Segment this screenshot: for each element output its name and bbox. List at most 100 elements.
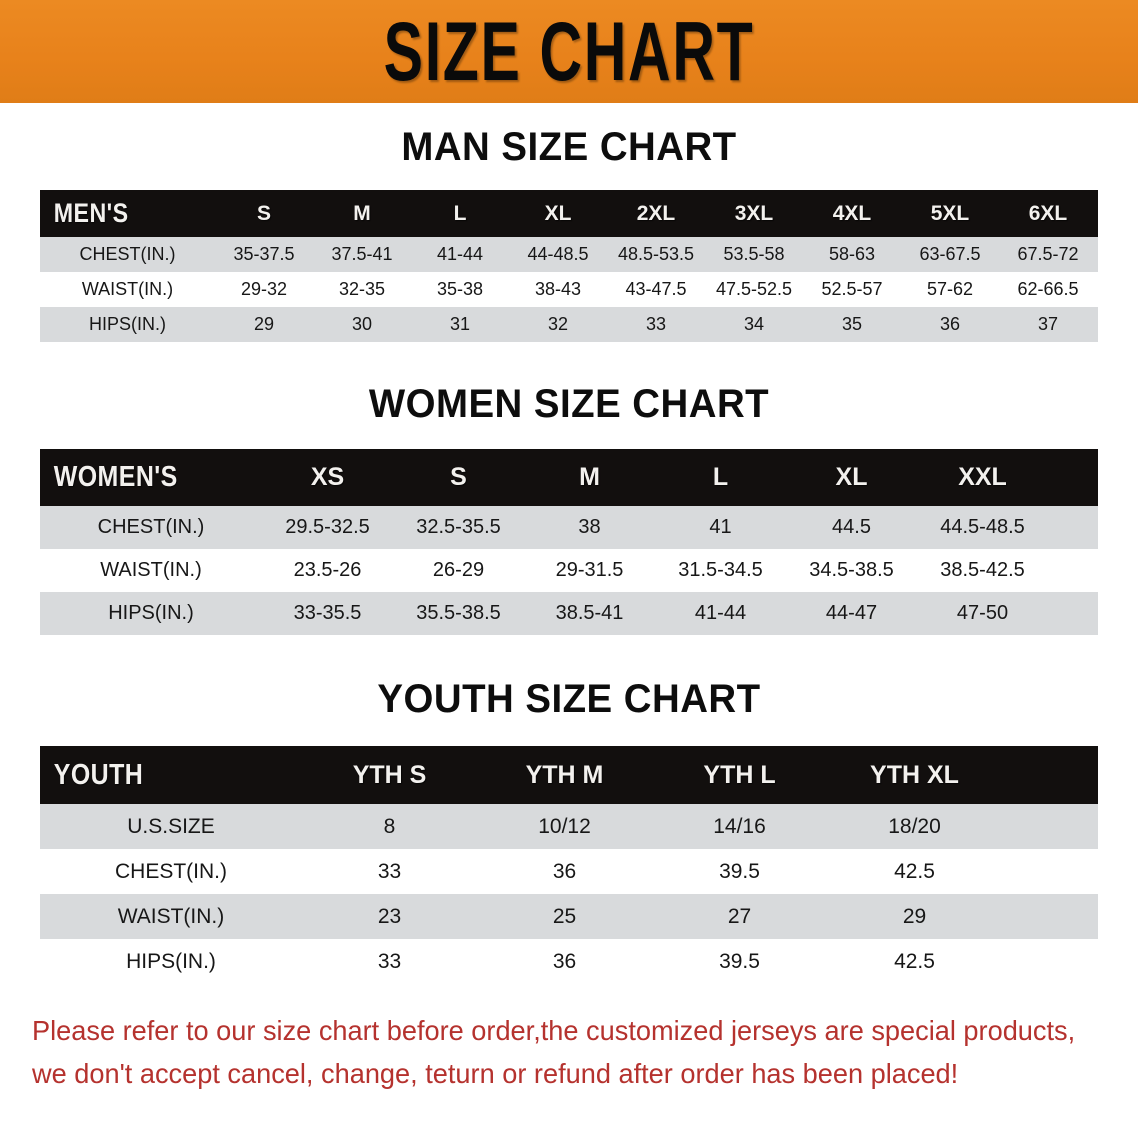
youth-row-label: U.S.SIZE: [127, 814, 215, 838]
women-header-spacer: [1048, 449, 1098, 506]
measurement-cell: 31.5-34.5: [678, 559, 763, 581]
table-row: WAIST(IN.) 23.5-26 26-29 29-31.5 31.5-34.5 34…: [40, 549, 1098, 592]
man-column-header: 5XL: [930, 201, 970, 225]
women-size-chart-section: WOMEN SIZE CHART WOMEN'S XS S M L XL XXL CHEST…: [0, 382, 1138, 635]
man-size-chart-section: MAN SIZE CHART MEN'S S M L XL 2XL 3XL 4XL 5XL 6XL…: [0, 125, 1138, 342]
measurement-cell: 57-62: [926, 279, 974, 299]
measurement-cell: 42.5: [894, 949, 935, 973]
row-spacer: [1002, 894, 1098, 939]
table-row: CHEST(IN.) 29.5-32.5 32.5-35.5 38 41 44.5 44.5…: [40, 506, 1098, 549]
man-column-header: 3XL: [734, 201, 774, 225]
measurement-cell: 41-44: [694, 602, 747, 624]
measurement-cell: 14/16: [713, 814, 766, 838]
table-row: CHEST(IN.) 33 36 39.5 42.5: [40, 849, 1098, 894]
measurement-cell: 33: [377, 859, 402, 883]
page-banner: SIZE CHART: [0, 0, 1138, 103]
measurement-cell: 43-47.5: [625, 279, 687, 299]
measurement-cell: 36: [939, 314, 961, 334]
measurement-cell: 44-47: [825, 602, 878, 624]
measurement-cell: 26-29: [432, 559, 485, 581]
youth-column-header: YTH S: [352, 760, 427, 789]
women-column-header: M: [579, 463, 600, 491]
measurement-cell: 48.5-53.5: [617, 244, 695, 264]
row-spacer: [1002, 849, 1098, 894]
man-table-wrapper: MEN'S S M L XL 2XL 3XL 4XL 5XL 6XL CHEST(IN.) 35-3…: [40, 190, 1098, 342]
women-table-wrapper: WOMEN'S XS S M L XL XXL CHEST(IN.) 29.5-32.5 32.…: [40, 449, 1098, 635]
measurement-cell: 34.5-38.5: [809, 559, 894, 581]
measurement-cell: 35-37.5: [233, 244, 295, 264]
youth-column-header: YTH L: [703, 760, 776, 789]
table-row: HIPS(IN.) 33 36 39.5 42.5: [40, 939, 1098, 984]
man-row-label: HIPS(IN.): [88, 314, 166, 334]
youth-table-head: YOUTH YTH S YTH M YTH L YTH XL: [40, 746, 1098, 804]
measurement-cell: 37.5-41: [331, 244, 393, 264]
row-spacer: [1048, 592, 1098, 635]
measurement-cell: 25: [552, 904, 577, 928]
measurement-cell: 41: [709, 516, 732, 538]
measurement-cell: 41-44: [436, 244, 484, 264]
measurement-cell: 44.5-48.5: [940, 516, 1025, 538]
row-spacer: [1097, 272, 1098, 307]
man-column-header: M: [353, 201, 371, 225]
measurement-cell: 44.5: [832, 516, 871, 538]
measurement-cell: 38.5-41: [555, 602, 624, 624]
measurement-cell: 34: [743, 314, 765, 334]
man-column-header: 4XL: [832, 201, 872, 225]
youth-size-chart-section: YOUTH SIZE CHART YOUTH YTH S YTH M YTH L YTH…: [0, 677, 1138, 984]
women-column-header: XXL: [958, 463, 1007, 491]
women-corner-label: WOMEN'S: [53, 461, 178, 493]
measurement-cell: 47-50: [956, 602, 1009, 624]
measurement-cell: 63-67.5: [919, 244, 981, 264]
measurement-cell: 35: [841, 314, 863, 334]
man-corner-label: MEN'S: [53, 198, 129, 228]
youth-row-label: HIPS(IN.): [126, 949, 216, 973]
measurement-cell: 33: [377, 949, 402, 973]
women-column-header: S: [450, 463, 467, 491]
measurement-cell: 30: [351, 314, 373, 334]
measurement-cell: 38: [578, 516, 601, 538]
man-table-head: MEN'S S M L XL 2XL 3XL 4XL 5XL 6XL: [40, 190, 1098, 237]
measurement-cell: 33: [645, 314, 667, 334]
man-column-header: 2XL: [636, 201, 676, 225]
youth-size-table: YOUTH YTH S YTH M YTH L YTH XL U.S.SIZE 8 10/1…: [40, 746, 1098, 984]
measurement-cell: 27: [727, 904, 752, 928]
measurement-cell: 29.5-32.5: [285, 516, 370, 538]
man-column-header: XL: [544, 201, 572, 225]
table-row: HIPS(IN.) 29 30 31 32 33 34 35 36 37: [40, 307, 1098, 342]
row-spacer: [1048, 549, 1098, 592]
measurement-cell: 36: [552, 859, 577, 883]
measurement-cell: 35-38: [436, 279, 484, 299]
disclaimer-line-2: we don't accept cancel, change, teturn o…: [31, 1057, 958, 1089]
man-row-label: CHEST(IN.): [79, 244, 176, 264]
man-row-label: WAIST(IN.): [81, 279, 174, 299]
row-spacer: [1097, 237, 1098, 272]
measurement-cell: 62-66.5: [1017, 279, 1079, 299]
women-row-label: WAIST(IN.): [100, 559, 202, 581]
man-size-table: MEN'S S M L XL 2XL 3XL 4XL 5XL 6XL CHEST(IN.) 35-3…: [40, 190, 1098, 342]
measurement-cell: 38.5-42.5: [940, 559, 1025, 581]
disclaimer-text: Please refer to our size chart before or…: [32, 1010, 1075, 1095]
table-row: WAIST(IN.) 23 25 27 29: [40, 894, 1098, 939]
measurement-cell: 35.5-38.5: [416, 602, 501, 624]
youth-table-body: U.S.SIZE 8 10/12 14/16 18/20 CHEST(IN.) 33 36 39…: [40, 804, 1098, 984]
youth-row-label: CHEST(IN.): [115, 859, 227, 883]
measurement-cell: 29-31.5: [555, 559, 624, 581]
man-column-header: S: [256, 201, 271, 225]
women-size-table: WOMEN'S XS S M L XL XXL CHEST(IN.) 29.5-32.5 32.…: [40, 449, 1098, 635]
measurement-cell: 47.5-52.5: [715, 279, 793, 299]
youth-section-title: YOUTH SIZE CHART: [377, 677, 761, 721]
banner-title: SIZE CHART: [383, 5, 755, 98]
man-column-header: 6XL: [1028, 201, 1068, 225]
women-table-body: CHEST(IN.) 29.5-32.5 32.5-35.5 38 41 44.5 44.5…: [40, 506, 1098, 635]
measurement-cell: 39.5: [719, 949, 760, 973]
measurement-cell: 33-35.5: [293, 602, 362, 624]
youth-header-row: YOUTH YTH S YTH M YTH L YTH XL: [40, 746, 1098, 804]
row-spacer: [1048, 506, 1098, 549]
measurement-cell: 18/20: [888, 814, 941, 838]
women-row-label: CHEST(IN.): [97, 516, 205, 538]
measurement-cell: 39.5: [719, 859, 760, 883]
man-section-title: MAN SIZE CHART: [401, 125, 737, 169]
man-table-body: CHEST(IN.) 35-37.5 37.5-41 41-44 44-48.5 48.5…: [40, 237, 1098, 342]
disclaimer-line-1: Please refer to our size chart before or…: [31, 1015, 1075, 1046]
youth-header-spacer: [1002, 746, 1098, 804]
